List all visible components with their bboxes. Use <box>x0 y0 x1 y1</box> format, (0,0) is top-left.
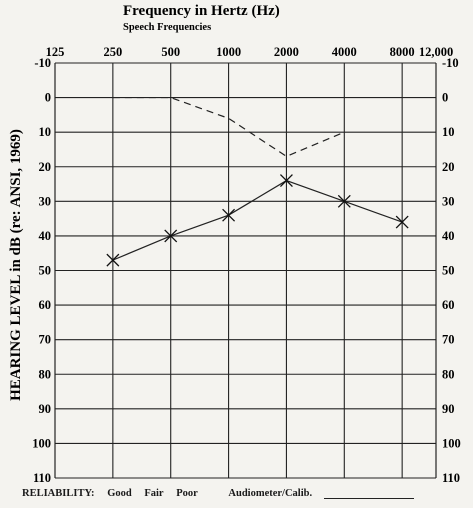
y-tick-label-right: 20 <box>442 160 455 174</box>
series-group <box>106 96 409 267</box>
y-tick-label-left: -10 <box>34 56 51 70</box>
y-tick-label-left: 70 <box>39 333 52 347</box>
x-marker-stroke <box>164 229 178 243</box>
y-tick-labels-right: -10 0 10 20 30 40 50 60 70 80 90 100 110 <box>442 56 461 485</box>
x-marker <box>106 253 120 267</box>
y-tick-label-right: 110 <box>442 471 460 485</box>
x-marker-stroke <box>106 253 120 267</box>
reliability-fair[interactable]: Fair <box>144 488 164 499</box>
x-tick-label: 250 <box>103 45 122 59</box>
series-line-solid <box>112 179 403 261</box>
y-tick-label-left: 20 <box>39 160 52 174</box>
reliability-poor[interactable]: Poor <box>176 488 198 499</box>
y-tick-label-right: 40 <box>442 229 455 243</box>
grid <box>54 62 437 479</box>
y-tick-label-right: 50 <box>442 264 455 278</box>
y-tick-label-left: 100 <box>32 436 51 450</box>
reliability-label: RELIABILITY: <box>22 488 95 499</box>
x-marker-stroke <box>279 174 293 188</box>
y-tick-label-right: 60 <box>442 298 455 312</box>
x-tick-label: 2000 <box>274 45 299 59</box>
audiometer-label: Audiometer/Calib. <box>228 488 313 499</box>
x-tick-label: 4000 <box>332 45 357 59</box>
x-tick-label: 8000 <box>390 45 415 59</box>
x-marker <box>279 174 293 188</box>
x-marker-stroke <box>395 215 409 229</box>
x-marker <box>222 208 236 222</box>
y-tick-label-right: 30 <box>442 194 455 208</box>
x-tick-label: 12,000 <box>419 45 453 59</box>
y-tick-label-left: 80 <box>39 367 52 381</box>
y-tick-label-left: 30 <box>39 194 52 208</box>
x-marker <box>395 215 409 229</box>
audiometer-blank-field[interactable] <box>324 498 415 499</box>
chart-title: Frequency in Hertz (Hz) <box>123 3 280 19</box>
y-tick-label-right: 100 <box>442 436 461 450</box>
y-tick-label-left: 90 <box>39 402 52 416</box>
x-marker-stroke <box>222 208 236 222</box>
y-tick-labels-left: -10 0 10 20 30 40 50 60 70 80 90 100 110 <box>32 56 51 485</box>
y-tick-label-right: 70 <box>442 333 455 347</box>
y-tick-label-right: 90 <box>442 402 455 416</box>
x-marker <box>337 194 351 208</box>
x-marker-stroke <box>337 194 351 208</box>
y-tick-label-left: 0 <box>45 91 51 105</box>
footer: RELIABILITY: Good Fair Poor Audiometer/C… <box>22 488 462 499</box>
y-tick-label-right: 80 <box>442 367 455 381</box>
x-marker <box>164 229 178 243</box>
x-tick-labels: 125 250 500 1000 2000 4000 8000 12,000 <box>46 45 454 59</box>
y-axis-label: HEARING LEVEL in dB (re: ANSI, 1969) <box>8 129 24 401</box>
y-tick-label-left: 10 <box>39 125 52 139</box>
y-tick-label-left: 50 <box>39 264 52 278</box>
chart-subtitle: Speech Frequencies <box>123 22 211 33</box>
series-line-dashed <box>112 96 345 158</box>
y-tick-label-right: 10 <box>442 125 455 139</box>
x-tick-label: 1000 <box>216 45 241 59</box>
y-tick-label-left: 110 <box>33 471 51 485</box>
y-tick-label-left: 60 <box>39 298 52 312</box>
reliability-good[interactable]: Good <box>107 488 132 499</box>
y-tick-label-right: 0 <box>442 91 448 105</box>
y-tick-label-right: -10 <box>442 56 459 70</box>
x-tick-label: 125 <box>46 45 65 59</box>
y-tick-label-left: 40 <box>39 229 52 243</box>
x-tick-label: 500 <box>161 45 180 59</box>
